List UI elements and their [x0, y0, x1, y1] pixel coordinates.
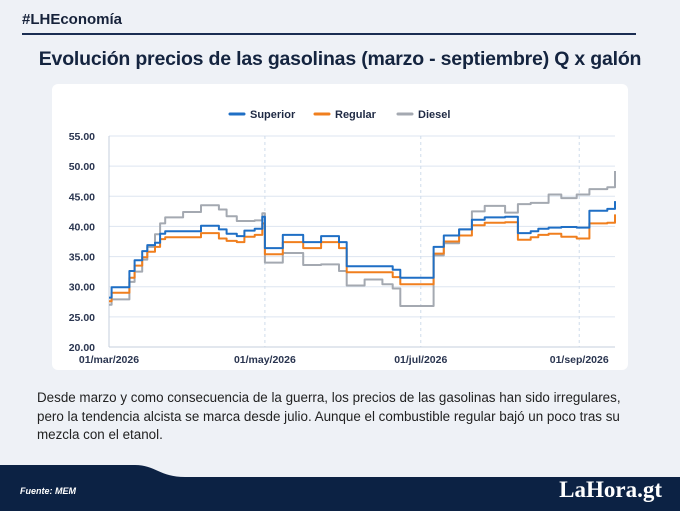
y-tick-label: 25.00	[69, 312, 95, 324]
chart-title: Evolución precios de las gasolinas (marz…	[38, 48, 642, 70]
series-line-diesel	[109, 171, 616, 307]
y-tick-label: 40.00	[69, 221, 95, 233]
lahora-logo: LaHora.gt	[559, 477, 662, 502]
source-note: Fuente: MEM	[20, 486, 76, 496]
legend-label: Regular	[335, 109, 377, 121]
y-tick-label: 20.00	[69, 342, 95, 354]
series-line-superior	[109, 201, 616, 299]
price-line-chart: 20.00 25.00 30.00 35.00 40.00 45.00 50.00 55.00…	[69, 109, 616, 366]
hashtag: #LHEconomía	[22, 11, 123, 28]
legend-label: Superior	[250, 109, 296, 121]
y-tick-label: 55.00	[69, 131, 95, 143]
y-tick-label: 35.00	[69, 252, 95, 264]
caption-text: Desde marzo y como consecuencia de la gu…	[37, 390, 621, 442]
y-tick-label: 50.00	[69, 161, 95, 173]
chart-card: 20.00 25.00 30.00 35.00 40.00 45.00 50.00 55.00…	[52, 84, 628, 370]
x-tick-label: 01/mar/2026	[79, 354, 139, 366]
legend-label: Diesel	[418, 109, 450, 121]
x-tick-label: 01/jul/2026	[394, 354, 447, 366]
x-tick-label: 01/may/2026	[234, 354, 296, 366]
y-tick-label: 30.00	[69, 282, 95, 294]
series-line-regular	[109, 214, 616, 303]
footer-band	[0, 465, 680, 511]
x-tick-label: 01/sep/2026	[550, 354, 609, 366]
header-divider	[22, 33, 636, 35]
y-tick-label: 45.00	[69, 191, 95, 203]
